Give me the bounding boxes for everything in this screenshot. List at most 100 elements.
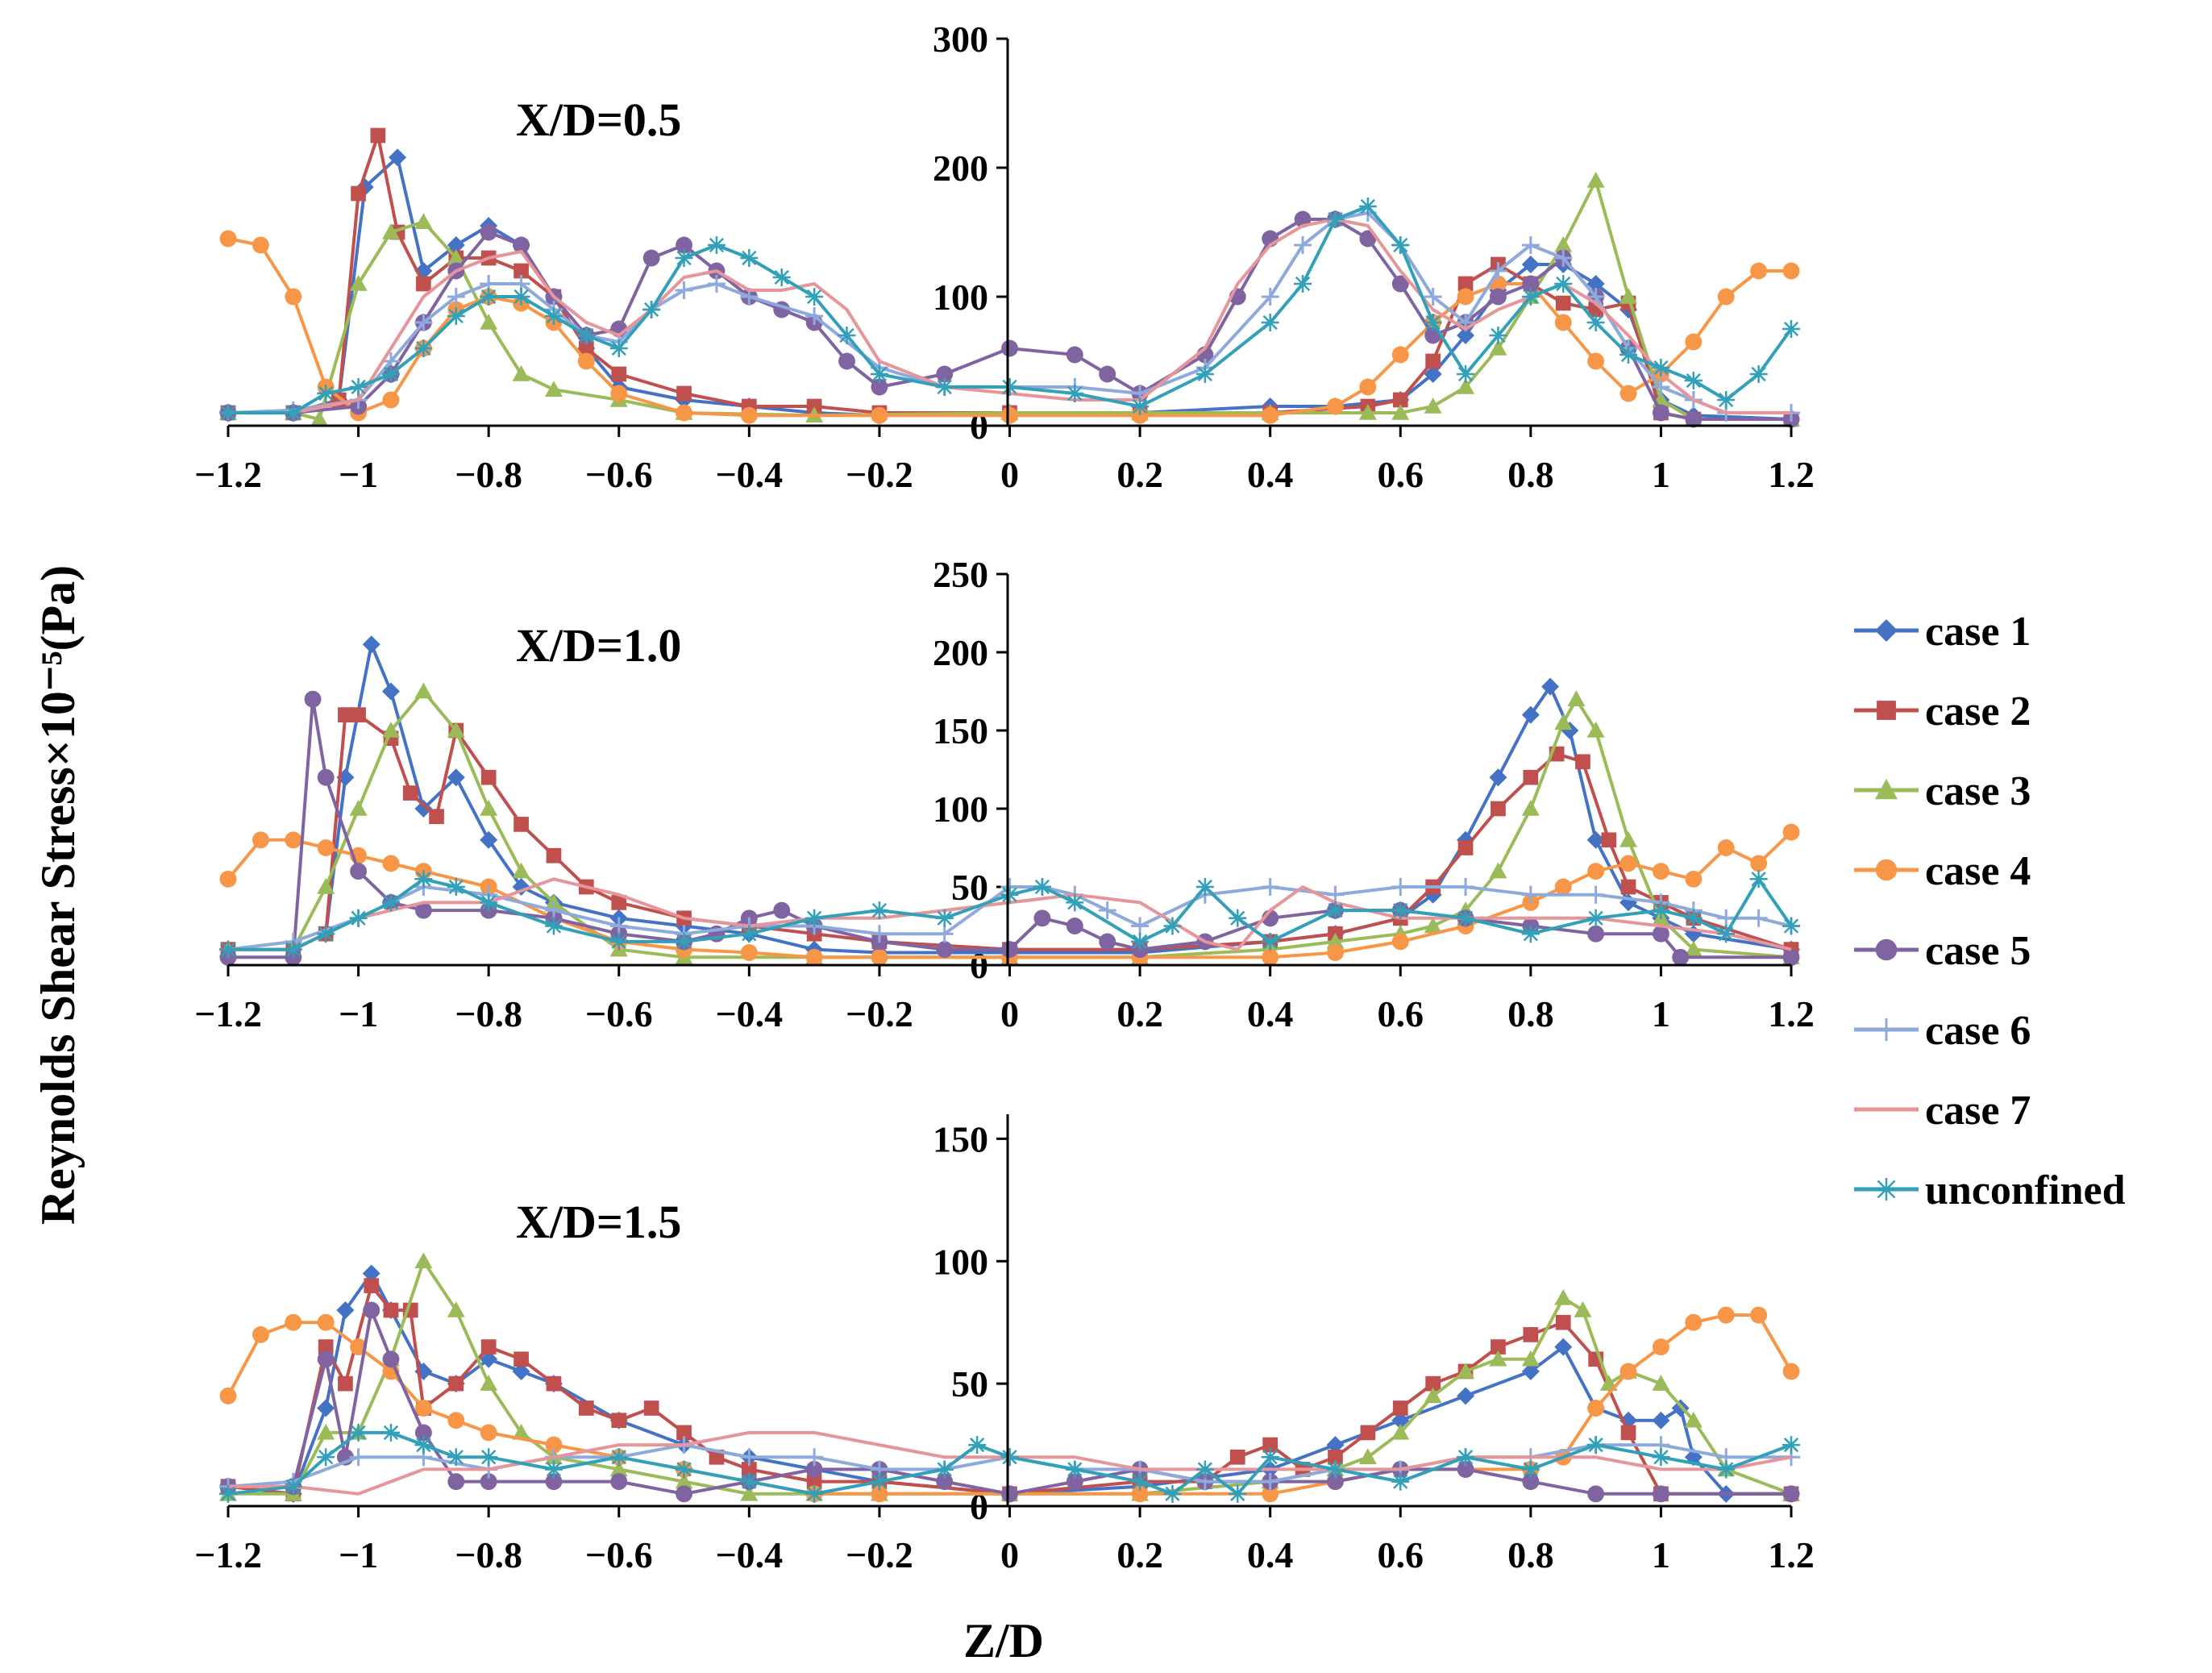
data-point-case5 — [1652, 925, 1669, 943]
data-point-unconfined — [968, 1436, 987, 1455]
data-point-case1 — [336, 1301, 355, 1319]
data-point-case4 — [1750, 1306, 1768, 1324]
data-point-case5 — [317, 768, 335, 786]
data-point-case4 — [1587, 863, 1605, 880]
data-point-unconfined — [1261, 1448, 1279, 1467]
data-point-case4 — [252, 831, 269, 849]
series-layer — [219, 127, 1800, 428]
data-point-case6 — [1586, 885, 1605, 904]
data-point-case4 — [610, 385, 628, 402]
data-point-case5 — [414, 1424, 432, 1442]
data-point-unconfined — [219, 404, 237, 422]
data-point-case6 — [707, 275, 726, 293]
data-point-unconfined — [675, 932, 693, 951]
data-point-case1 — [1521, 1362, 1540, 1380]
data-point-case2 — [1457, 276, 1474, 292]
data-point-case3 — [1424, 1387, 1442, 1404]
data-point-case3 — [512, 1423, 530, 1440]
panel-title: X/D=0.5 — [516, 94, 681, 146]
data-point-unconfined — [1782, 1436, 1800, 1455]
data-point-case2 — [1491, 801, 1506, 817]
data-point-unconfined — [1066, 385, 1084, 402]
axes — [228, 574, 1791, 967]
data-point-case5 — [1652, 1485, 1669, 1503]
data-point-case4 — [1327, 944, 1344, 961]
data-point-unconfined — [1000, 378, 1019, 396]
data-point-case2 — [1555, 1314, 1571, 1330]
data-point-unconfined — [1586, 314, 1605, 331]
x-tick-label: 0.4 — [1247, 993, 1294, 1034]
data-point-case4 — [1782, 1363, 1800, 1380]
data-point-unconfined — [1684, 372, 1703, 389]
data-point-case3 — [447, 722, 465, 738]
y-tick-label: 50 — [951, 1363, 988, 1405]
data-point-case4 — [1262, 1485, 1279, 1503]
data-point-case4 — [285, 831, 302, 849]
data-point-case2 — [429, 809, 444, 825]
data-point-case2 — [351, 707, 366, 722]
data-point-case2 — [611, 1413, 627, 1429]
data-point-case2 — [643, 1400, 659, 1416]
data-point-case2 — [546, 1375, 562, 1392]
data-point-case4 — [1391, 346, 1409, 364]
data-point-case3 — [1684, 940, 1703, 957]
data-point-case3 — [1554, 714, 1573, 730]
data-point-unconfined — [1033, 878, 1051, 896]
data-point-case4 — [871, 948, 888, 966]
data-point-unconfined — [1261, 932, 1279, 951]
data-point-case2 — [402, 785, 418, 801]
data-point-case5 — [1587, 925, 1605, 943]
series-line-case4 — [227, 1313, 1793, 1496]
data-point-case5 — [1522, 275, 1540, 293]
data-point-case1 — [1586, 275, 1605, 293]
data-point-case4 — [382, 391, 400, 409]
y-tick-label: 150 — [933, 710, 988, 751]
data-point-case2 — [1523, 1327, 1539, 1342]
data-point-case5 — [545, 1473, 563, 1491]
data-point-case4 — [1620, 385, 1637, 402]
data-point-case2 — [514, 817, 529, 832]
x-tick-label: −1.2 — [194, 993, 262, 1034]
legend-marker — [1875, 779, 1898, 800]
data-point-case2 — [1457, 840, 1474, 855]
x-ticks: −1.2 −1 −0.8 −0.6 −0.4 −0.2 0 0.2 0.4 0.6 0.8 1 1.2 — [194, 965, 1815, 1034]
data-point-case6 — [1424, 288, 1442, 306]
data-point-case4 — [1717, 1306, 1735, 1324]
data-point-case2 — [1491, 1339, 1506, 1355]
data-point-unconfined — [1195, 878, 1214, 896]
y-tick-label: 100 — [933, 277, 988, 318]
series-case4 — [219, 230, 1800, 424]
data-point-case2 — [1620, 1425, 1636, 1441]
legend-item-case1: case 1 — [1854, 609, 2031, 655]
data-point-case3 — [381, 223, 400, 239]
x-tick-label: 0 — [1000, 1534, 1019, 1575]
data-point-case4 — [740, 944, 758, 961]
x-tick-label: −0.4 — [715, 454, 783, 495]
data-point-case2 — [1392, 392, 1408, 408]
data-point-unconfined — [1717, 925, 1736, 943]
data-point-case1 — [1457, 327, 1475, 344]
legend-label: case 1 — [1925, 609, 2031, 655]
data-point-case5 — [871, 378, 888, 396]
data-point-unconfined — [414, 339, 433, 357]
data-point-case6 — [805, 307, 824, 325]
data-point-case5 — [1652, 404, 1669, 422]
data-point-case4 — [676, 404, 692, 422]
legend-marker — [1875, 1018, 1898, 1041]
data-point-case1 — [1521, 256, 1540, 273]
data-point-case3 — [381, 722, 400, 738]
data-point-case3 — [414, 213, 433, 229]
data-point-case3 — [1489, 1350, 1507, 1367]
data-point-case6 — [1098, 901, 1116, 920]
data-point-case4 — [219, 1387, 237, 1405]
data-point-unconfined — [935, 909, 954, 927]
series-unconfined — [219, 870, 1800, 959]
panel-xd-1-5: 0 50 100 150 −1.2 −1 −0.8 −0.6 −0.4 −0.2 0 0.2 0.4 0… — [194, 1114, 1815, 1575]
x-tick-label: −0.8 — [455, 1534, 522, 1575]
axes — [228, 39, 1791, 427]
data-point-unconfined — [1326, 210, 1345, 228]
data-point-case2 — [364, 1278, 380, 1293]
x-tick-label: 0.6 — [1378, 1534, 1424, 1575]
x-tick-label: −0.6 — [585, 454, 653, 495]
data-point-case4 — [1262, 406, 1279, 424]
